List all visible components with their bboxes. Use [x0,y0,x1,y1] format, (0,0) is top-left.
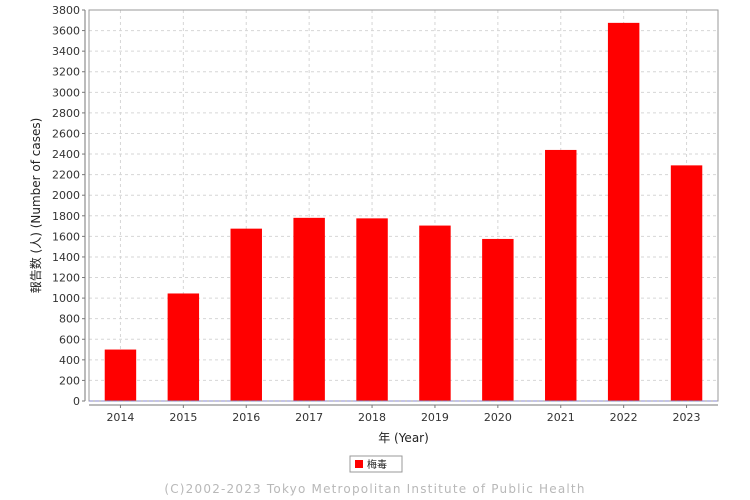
legend-label: 梅毒 [367,458,387,471]
bar-2018 [356,218,388,401]
bars [104,22,703,401]
y-tick-label: 1400 [52,251,80,264]
legend: 梅毒 [349,455,403,473]
y-tick-label: 2400 [52,148,80,161]
y-tick-label: 1000 [52,292,80,305]
bar-2017 [293,217,325,401]
y-tick-label: 200 [59,374,80,387]
y-tick-label: 3400 [52,45,80,58]
y-tick-label: 400 [59,354,80,367]
y-tick-label: 3600 [52,25,80,38]
bar-2020 [482,238,514,401]
y-tick-label: 1800 [52,210,80,223]
y-tick-label: 1200 [52,272,80,285]
y-axis-title: 報告数 (人) (Number of cases) [28,118,43,294]
x-tick-label-2020: 2020 [484,411,512,424]
bar-2019 [419,225,451,401]
x-tick-label-2015: 2015 [169,411,197,424]
bar-2023 [670,165,703,401]
y-tick-label: 3000 [52,86,80,99]
bar-2014 [104,349,137,401]
y-tick-label: 2200 [52,169,80,182]
bar-2016 [230,228,262,401]
x-tick-label-2014: 2014 [106,411,134,424]
y-tick-label: 3800 [52,4,80,17]
x-tick-label-2021: 2021 [547,411,575,424]
x-tick-label-2016: 2016 [232,411,260,424]
y-tick-label: 3200 [52,66,80,79]
y-tick-label: 2000 [52,189,80,202]
x-tick-label-2023: 2023 [673,411,701,424]
x-tick-label-2022: 2022 [610,411,638,424]
axes [84,9,719,406]
y-tick-label: 800 [59,313,80,326]
y-tick-label: 1600 [52,230,80,243]
y-tick-label: 2600 [52,127,80,140]
y-tick-label: 0 [73,395,80,408]
bar-2015 [167,293,200,401]
legend-swatch [355,460,363,468]
x-tick-label-2019: 2019 [421,411,449,424]
bar-2021 [545,149,577,401]
copyright-text: (C)2002-2023 Tokyo Metropolitan Institut… [164,482,585,496]
y-tick-label: 2800 [52,107,80,120]
bar-2022 [607,22,640,401]
x-tick-label-2018: 2018 [358,411,386,424]
x-axis-title: 年 (Year) [378,431,429,445]
y-axis-ticks: 0 200 400 600 800 1000 1200 1400 1600 1800 2000 220… [52,4,85,408]
y-tick-label: 600 [59,333,80,346]
x-tick-label-2017: 2017 [295,411,323,424]
x-axis-ticks: 2014 2015 2016 2017 2018 2019 2020 2021 2022 2023 [106,405,701,424]
